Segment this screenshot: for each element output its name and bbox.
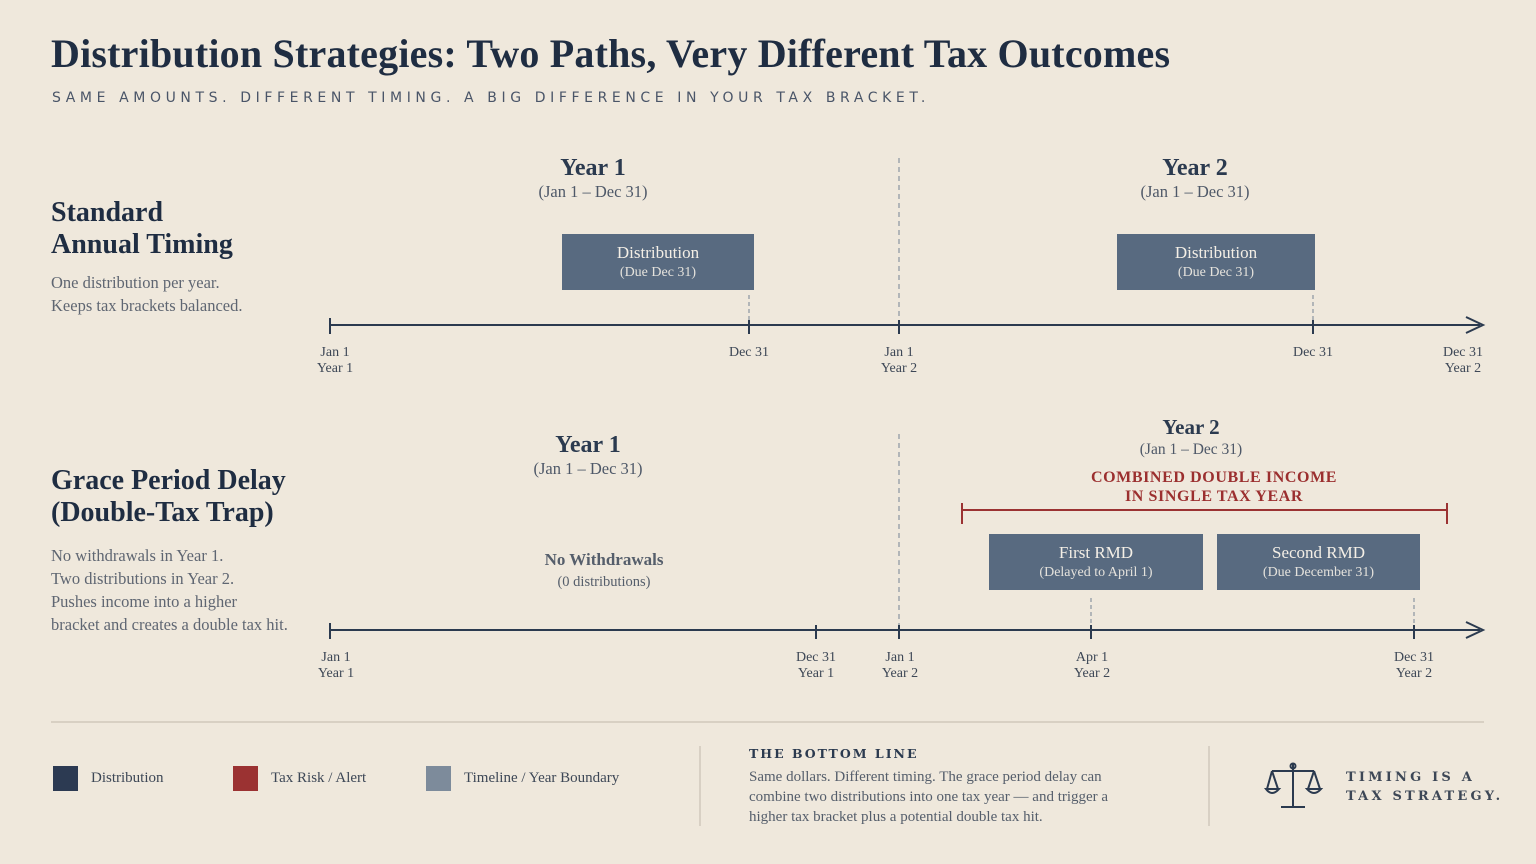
first-rmd-box: First RMD (Delayed to April 1) <box>989 534 1203 590</box>
page-subtitle: SAME AMOUNTS. DIFFERENT TIMING. A BIG DI… <box>52 90 930 106</box>
tick-date: Dec 31 <box>728 345 770 360</box>
second-rmd-label: Second RMD <box>1271 542 1366 562</box>
grace-year2-label: Year 2 <box>1162 415 1220 439</box>
standard-timeline-arrowhead <box>1465 316 1486 334</box>
standard-title-line1: Standard <box>51 197 164 228</box>
standard-tick-label: Jan 1 Year 1 <box>295 345 375 377</box>
tick-date: Dec 31 <box>1393 650 1435 665</box>
standard-distribution-box-1: Distribution (Due Dec 31) <box>562 234 754 290</box>
grace-tick-label: Jan 1 Year 1 <box>296 650 376 682</box>
standard-year1-heading: Year 1 (Jan 1 – Dec 31) <box>493 154 693 202</box>
standard-box1-sub: (Due Dec 31) <box>619 264 697 280</box>
standard-box1-label: Distribution <box>616 242 700 262</box>
tick-year: Year 1 <box>316 361 354 376</box>
bottom-line-line: Same dollars. Different timing. The grac… <box>749 769 1102 785</box>
standard-year2-range: (Jan 1 – Dec 31) <box>1140 182 1250 201</box>
standard-section-desc: One distribution per year. Keeps tax bra… <box>51 271 243 317</box>
grace-tick-label: Dec 31 Year 2 <box>1374 650 1454 682</box>
legend-swatch-distribution <box>53 766 78 791</box>
grace-year2-heading: Year 2 (Jan 1 – Dec 31) <box>1091 415 1291 460</box>
second-rmd-box: Second RMD (Due December 31) <box>1217 534 1420 590</box>
legend-label-tax-risk: Tax Risk / Alert <box>271 770 367 786</box>
grace-desc-line: bracket and creates a double tax hit. <box>51 615 288 634</box>
tick-year: Year 1 <box>797 666 835 681</box>
standard-title-line2: Annual Timing <box>51 229 233 260</box>
tagline-line1: TIMING IS A <box>1346 770 1476 785</box>
tick-date: Dec 31 <box>1442 345 1484 360</box>
standard-tick-label: Dec 31 Year 2 <box>1423 345 1503 377</box>
tick-year: Year 2 <box>1444 361 1482 376</box>
bottom-line-line: combine two distributions into one tax y… <box>749 789 1109 805</box>
grace-year1-heading: Year 1 (Jan 1 – Dec 31) <box>488 431 688 479</box>
page-title: Distribution Strategies: Two Paths, Very… <box>51 31 1171 76</box>
tick-date: Jan 1 <box>320 345 350 360</box>
standard-year1-range: (Jan 1 – Dec 31) <box>538 182 648 201</box>
standard-tick-label: Dec 31 <box>709 345 789 361</box>
standard-desc-line2: Keeps tax brackets balanced. <box>51 296 243 315</box>
first-rmd-sub: (Delayed to April 1) <box>1039 564 1153 580</box>
combined-income-alert: COMBINED DOUBLE INCOME IN SINGLE TAX YEA… <box>1054 468 1374 506</box>
grace-year1-label: Year 1 <box>555 432 621 458</box>
grace-section-title: Grace Period Delay (Double-Tax Trap) <box>51 465 286 529</box>
tick-year: Year 2 <box>881 666 919 681</box>
grace-tick-label: Apr 1 Year 2 <box>1052 650 1132 682</box>
bottom-line-heading: THE BOTTOM LINE <box>749 746 919 761</box>
grace-timeline-arrowhead <box>1465 621 1486 639</box>
tick-date: Jan 1 <box>884 345 914 360</box>
standard-box2-sub: (Due Dec 31) <box>1177 264 1255 280</box>
standard-distribution-box-2: Distribution (Due Dec 31) <box>1117 234 1315 290</box>
tick-year: Year 2 <box>880 361 918 376</box>
legend-label-timeline: Timeline / Year Boundary <box>464 770 620 786</box>
grace-desc-line: No withdrawals in Year 1. <box>51 546 224 565</box>
tick-date: Apr 1 <box>1075 650 1109 665</box>
grace-tick-label: Jan 1 Year 2 <box>860 650 940 682</box>
bottom-line-text: Same dollars. Different timing. The grac… <box>749 767 1169 827</box>
tick-year: Year 2 <box>1395 666 1433 681</box>
standard-tick-label: Jan 1 Year 2 <box>859 345 939 377</box>
bottom-line-line: higher tax bracket plus a potential doub… <box>749 809 1043 825</box>
tick-date: Jan 1 <box>321 650 351 665</box>
tick-date: Dec 31 <box>1292 345 1334 360</box>
alert-line1: COMBINED DOUBLE INCOME <box>1090 469 1338 486</box>
standard-year2-label: Year 2 <box>1162 155 1228 181</box>
tick-date: Jan 1 <box>885 650 915 665</box>
tagline-line2: TAX STRATEGY. <box>1346 789 1504 804</box>
legend-swatch-timeline <box>426 766 451 791</box>
tagline: TIMING IS A TAX STRATEGY. <box>1346 768 1503 806</box>
balance-scale-icon <box>1263 762 1324 808</box>
grace-desc-line: Two distributions in Year 2. <box>51 569 235 588</box>
second-rmd-sub: (Due December 31) <box>1262 564 1375 580</box>
tick-date: Dec 31 <box>795 650 837 665</box>
standard-year2-heading: Year 2 (Jan 1 – Dec 31) <box>1095 154 1295 202</box>
grace-year1-range: (Jan 1 – Dec 31) <box>533 459 643 478</box>
legend-label-distribution: Distribution <box>91 770 164 786</box>
alert-line2: IN SINGLE TAX YEAR <box>1124 488 1304 505</box>
grace-tick-label: Dec 31 Year 1 <box>776 650 856 682</box>
no-withdrawals-note: No Withdrawals (0 distributions) <box>504 549 704 593</box>
first-rmd-label: First RMD <box>1058 542 1134 562</box>
standard-section-title: Standard Annual Timing <box>51 197 233 261</box>
standard-box2-label: Distribution <box>1174 242 1258 262</box>
grace-section-desc: No withdrawals in Year 1. Two distributi… <box>51 544 288 636</box>
standard-desc-line1: One distribution per year. <box>51 273 220 292</box>
grace-year2-range: (Jan 1 – Dec 31) <box>1139 441 1243 458</box>
grace-desc-line: Pushes income into a higher <box>51 592 238 611</box>
legend-swatch-tax-risk <box>233 766 258 791</box>
no-withdrawals-sub: (0 distributions) <box>557 574 651 590</box>
no-withdrawals-label: No Withdrawals <box>544 550 664 569</box>
tick-year: Year 2 <box>1073 666 1111 681</box>
grace-title-line2: (Double-Tax Trap) <box>51 497 274 528</box>
standard-tick-label: Dec 31 <box>1273 345 1353 361</box>
standard-year1-label: Year 1 <box>560 155 626 181</box>
grace-title-line1: Grace Period Delay <box>51 465 286 496</box>
tick-year: Year 1 <box>317 666 355 681</box>
